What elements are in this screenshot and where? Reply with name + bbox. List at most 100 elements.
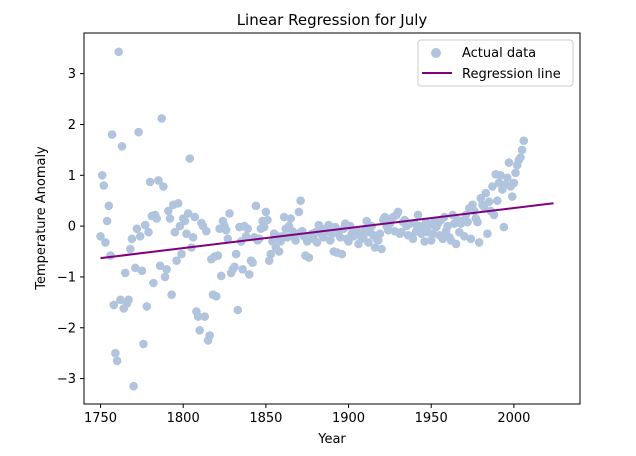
y-tick-label: 2 <box>68 118 76 133</box>
data-point <box>251 201 261 211</box>
data-point <box>374 236 383 245</box>
data-point <box>200 312 209 321</box>
data-point <box>195 326 204 335</box>
data-point <box>99 181 109 190</box>
data-point <box>517 145 527 155</box>
data-point <box>155 261 165 271</box>
data-point <box>359 232 368 241</box>
data-point <box>173 199 183 208</box>
data-point <box>511 168 520 178</box>
data-point <box>463 217 472 227</box>
data-point <box>296 196 305 205</box>
data-point <box>337 249 347 259</box>
data-point <box>202 226 211 236</box>
data-point <box>152 214 161 223</box>
data-point <box>474 238 484 247</box>
data-point <box>102 216 112 226</box>
data-point <box>238 265 247 274</box>
legend-label-regression: Regression line <box>462 67 561 82</box>
data-point <box>131 263 140 273</box>
data-point <box>264 256 274 266</box>
data-point <box>114 47 123 57</box>
data-point <box>375 229 385 238</box>
data-point <box>165 214 175 223</box>
data-point <box>496 171 505 180</box>
data-point <box>170 227 180 237</box>
data-point <box>225 209 234 218</box>
data-point <box>494 178 504 188</box>
data-point <box>139 339 148 349</box>
data-point <box>162 265 171 274</box>
data-point <box>142 302 152 311</box>
axis-ticks: 1750 1800 1850 1900 1950 2000 −3 −2 −1 0 1 2 3 <box>57 67 531 426</box>
data-point <box>116 295 125 305</box>
data-point <box>519 136 529 145</box>
data-point <box>180 216 190 226</box>
data-point <box>279 212 289 222</box>
data-point <box>104 201 114 211</box>
data-point <box>97 171 107 180</box>
data-point <box>129 381 138 391</box>
data-point <box>101 238 110 247</box>
plot-frame <box>83 32 581 405</box>
data-point <box>188 233 198 242</box>
x-tick-label: 2000 <box>497 411 530 426</box>
x-tick-label: 1850 <box>249 411 282 426</box>
y-tick-label: 0 <box>68 220 76 235</box>
data-point <box>473 217 482 227</box>
x-tick-label: 1900 <box>332 411 365 426</box>
data-point <box>312 238 322 247</box>
data-point <box>159 182 168 191</box>
data-point <box>135 232 145 241</box>
data-point <box>380 212 390 222</box>
data-point <box>263 215 272 225</box>
data-point <box>481 188 491 198</box>
data-point <box>126 244 135 254</box>
data-point <box>212 292 221 301</box>
data-point <box>383 225 393 235</box>
y-tick-label: −2 <box>57 321 76 336</box>
data-point <box>137 266 147 276</box>
y-axis-label: Temperature Anomaly <box>34 146 49 291</box>
data-point <box>193 312 203 321</box>
data-point <box>185 154 195 163</box>
data-point <box>408 234 418 244</box>
y-tick-label: −3 <box>57 372 76 387</box>
data-point <box>134 127 143 137</box>
data-point <box>503 173 512 183</box>
data-point <box>364 238 373 247</box>
data-point <box>223 234 233 244</box>
data-point <box>177 249 186 259</box>
data-point <box>216 271 226 281</box>
data-point <box>499 222 509 232</box>
data-point <box>164 206 173 216</box>
data-point <box>443 221 453 231</box>
data-point <box>259 222 269 232</box>
data-point <box>413 210 423 220</box>
data-point <box>154 176 163 185</box>
data-point <box>109 300 119 310</box>
data-point <box>504 158 514 167</box>
legend: Actual data Regression line <box>417 39 574 87</box>
data-point <box>145 177 155 187</box>
data-point <box>291 236 300 245</box>
data-point <box>420 237 429 246</box>
data-point <box>245 270 254 279</box>
data-point <box>489 210 499 220</box>
data-point <box>393 207 403 217</box>
x-axis-label: Year <box>317 432 346 447</box>
data-point <box>507 192 517 201</box>
data-point <box>172 256 181 266</box>
data-point <box>157 114 166 123</box>
data-point <box>121 268 130 278</box>
data-point <box>149 278 158 288</box>
data-point <box>516 153 525 162</box>
data-point <box>160 272 170 282</box>
data-point <box>261 207 271 217</box>
data-point <box>190 212 200 222</box>
data-point <box>266 249 276 259</box>
data-point <box>124 295 133 305</box>
data-point <box>112 356 122 366</box>
data-point <box>304 253 314 262</box>
